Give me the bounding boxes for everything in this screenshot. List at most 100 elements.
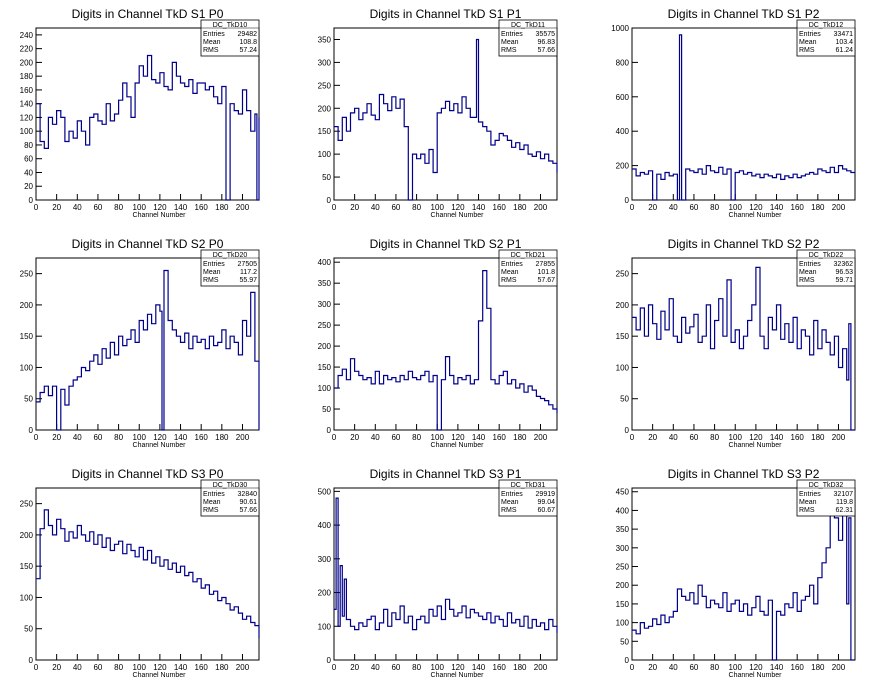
x-axis-label: Channel Number [729,212,783,219]
stats-value: 59.71 [835,277,853,284]
x-tick-label: 60 [391,663,400,672]
x-tick-label: 160 [791,203,805,212]
stats-value: 57.66 [537,47,555,54]
stats-label: Mean [799,39,817,46]
x-tick-label: 40 [371,663,380,672]
stats-name: DC_TkD22 [809,252,844,259]
x-tick-label: 200 [236,663,250,672]
stats-label: Entries [501,31,523,38]
plot-frame [35,487,260,661]
x-tick-label: 100 [729,663,743,672]
y-tick-label: 200 [318,342,332,351]
y-tick-label: 0 [625,656,630,665]
x-tick-label: 140 [472,203,486,212]
x-tick-label: 140 [770,663,784,672]
histogram-panel: Digits in Channel TkD S3 P1 0 20 40 60 80 100 1… [298,460,596,690]
x-tick-label: 20 [52,203,61,212]
x-tick-label: 40 [73,433,82,442]
x-tick-label: 40 [669,433,678,442]
x-tick-label: 80 [114,203,123,212]
histogram-svg: Digits in Channel TkD S3 P2 0 20 40 60 80 100 1… [616,467,856,679]
plot-frame [333,257,558,431]
x-tick-label: 160 [195,433,209,442]
stats-label: Mean [501,499,519,506]
x-tick-label: 60 [689,433,698,442]
x-tick-label: 200 [534,203,548,212]
chart-title: Digits in Channel TkD S2 P2 [668,237,820,251]
y-tick-label: 160 [20,86,34,95]
x-tick-label: 0 [34,203,39,212]
histogram-svg: Digits in Channel TkD S1 P2 0 20 40 60 80 100 1… [611,7,856,219]
x-tick-label: 0 [630,433,635,442]
x-tick-label: 200 [832,433,846,442]
y-tick-label: 250 [318,321,332,330]
stats-value: 35575 [536,31,556,38]
stats-label: Entries [203,261,225,268]
stats-value: 103.4 [835,39,853,46]
y-tick-label: 100 [318,622,332,631]
y-tick-label: 150 [616,332,630,341]
stats-box [200,479,260,517]
x-tick-label: 0 [630,663,635,672]
stats-value: 57.24 [239,47,257,54]
y-tick-label: 350 [616,525,630,534]
x-tick-label: 100 [729,203,743,212]
stats-label: Entries [203,31,225,38]
histogram-panel: Digits in Channel TkD S1 P2 0 20 40 60 80 100 1… [596,0,894,230]
x-tick-label: 120 [153,203,167,212]
y-tick-label: 60 [24,155,33,164]
plot-frame [35,257,260,431]
y-tick-label: 40 [24,168,33,177]
y-tick-label: 50 [620,395,629,404]
x-tick-label: 180 [513,433,527,442]
stats-value: 32840 [238,491,258,498]
stats-label: RMS [203,47,219,54]
x-tick-label: 20 [350,663,359,672]
x-tick-label: 20 [648,203,657,212]
chart-title: Digits in Channel TkD S3 P0 [72,467,224,481]
x-tick-label: 40 [371,433,380,442]
x-tick-label: 200 [236,203,250,212]
stats-label: Mean [501,269,519,276]
x-tick-label: 40 [669,663,678,672]
x-tick-label: 80 [710,433,719,442]
plot-frame [631,257,856,431]
x-tick-label: 120 [451,663,465,672]
x-tick-label: 140 [174,433,188,442]
x-tick-label: 120 [153,433,167,442]
y-tick-label: 400 [616,127,630,136]
x-tick-label: 180 [215,663,229,672]
y-tick-label: 500 [318,487,332,496]
stats-label: RMS [799,47,815,54]
x-tick-label: 80 [114,663,123,672]
stats-value: 96.83 [537,39,555,46]
y-tick-label: 250 [616,270,630,279]
y-tick-label: 80 [24,141,33,150]
x-tick-label: 160 [493,663,507,672]
y-tick-label: 200 [20,58,34,67]
plot-frame [631,27,856,201]
x-tick-label: 60 [391,433,400,442]
stats-label: Entries [203,491,225,498]
stats-value: 29919 [536,491,556,498]
x-tick-label: 160 [493,433,507,442]
y-tick-label: 50 [24,395,33,404]
x-tick-label: 0 [34,663,39,672]
stats-value: 32107 [834,491,854,498]
x-tick-label: 60 [93,663,102,672]
x-tick-label: 180 [513,203,527,212]
histogram-svg: Digits in Channel TkD S2 P1 0 20 40 60 80 100 1… [318,237,558,449]
x-tick-label: 0 [332,663,337,672]
y-tick-label: 0 [327,426,332,435]
x-tick-label: 160 [791,663,805,672]
x-tick-label: 200 [534,663,548,672]
y-tick-label: 1000 [611,24,629,33]
stats-value: 90.61 [239,499,257,506]
histogram-panel: Digits in Channel TkD S1 P0 0 20 40 60 80 100 1… [0,0,298,230]
y-tick-label: 100 [318,150,332,159]
plot-frame [35,27,260,201]
x-tick-label: 60 [689,663,698,672]
x-tick-label: 80 [114,433,123,442]
x-tick-label: 120 [749,433,763,442]
x-tick-label: 120 [153,663,167,672]
